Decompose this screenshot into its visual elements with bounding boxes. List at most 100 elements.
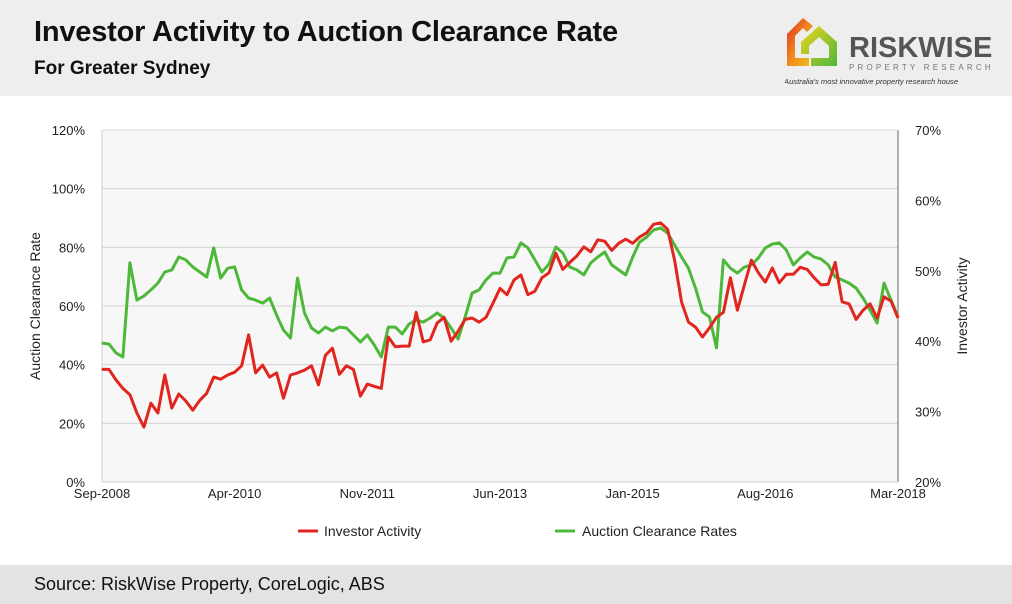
x-tick-label: Sep-2008	[74, 486, 130, 501]
data-point	[632, 256, 634, 258]
data-point	[206, 392, 208, 394]
data-point	[422, 321, 424, 323]
data-point	[757, 272, 760, 274]
data-point	[604, 251, 606, 253]
data-point	[513, 279, 515, 281]
data-point	[771, 243, 773, 245]
data-point	[729, 277, 732, 279]
data-point	[499, 287, 501, 289]
data-point	[569, 261, 571, 263]
y-left-tick-label: 100%	[52, 182, 86, 197]
data-point	[457, 330, 459, 332]
data-point	[450, 340, 452, 342]
data-point	[701, 336, 704, 338]
data-point	[520, 242, 522, 244]
data-point	[220, 277, 222, 279]
x-tick-label: Jan-2015	[606, 486, 660, 501]
data-point	[694, 326, 697, 328]
data-point	[359, 341, 361, 343]
data-point	[792, 264, 794, 266]
legend-label-investor-activity: Investor Activity	[324, 523, 421, 539]
data-point	[150, 402, 152, 404]
data-point	[541, 271, 543, 273]
data-point	[583, 274, 585, 276]
data-point	[352, 368, 354, 370]
data-point	[674, 259, 676, 261]
data-point	[443, 316, 445, 318]
data-point	[289, 374, 292, 376]
data-point	[185, 400, 187, 402]
data-point	[639, 236, 641, 238]
data-point	[611, 249, 613, 251]
data-point	[464, 318, 466, 320]
data-point	[178, 256, 180, 258]
data-point	[115, 379, 117, 381]
data-point	[422, 341, 424, 343]
data-point	[806, 251, 808, 253]
data-point	[701, 311, 704, 313]
data-point	[241, 365, 243, 367]
data-point	[625, 238, 627, 240]
y-right-tick-label: 30%	[915, 405, 941, 420]
data-point	[164, 374, 166, 376]
y-right-tick-label: 60%	[915, 193, 941, 208]
y-left-tick-label: 40%	[59, 358, 85, 373]
data-point	[799, 266, 801, 268]
data-point	[157, 282, 159, 284]
data-point	[108, 368, 110, 370]
data-point	[241, 289, 243, 291]
data-point	[178, 393, 180, 395]
data-point	[667, 228, 669, 230]
data-point	[450, 327, 452, 329]
data-point	[792, 273, 794, 275]
data-point	[639, 241, 641, 243]
data-point	[785, 273, 787, 275]
data-point	[653, 223, 655, 225]
data-point	[164, 271, 166, 273]
x-tick-label: Mar-2018	[870, 486, 926, 501]
y-right-tick-label: 40%	[915, 334, 941, 349]
source-note: Source: RiskWise Property, CoreLogic, AB…	[34, 574, 385, 594]
data-point	[855, 318, 857, 320]
data-point	[373, 385, 375, 387]
y-right-tick-label: 20%	[915, 475, 941, 490]
data-point	[597, 239, 599, 241]
data-point	[876, 322, 878, 324]
data-point	[345, 327, 347, 329]
data-point	[813, 277, 815, 279]
data-point	[715, 316, 718, 318]
data-point	[269, 297, 271, 299]
data-point	[234, 266, 236, 268]
data-point	[310, 365, 313, 367]
data-point	[799, 257, 801, 259]
y-left-tick-label: 60%	[59, 299, 85, 314]
data-point	[597, 256, 599, 258]
data-point	[841, 279, 843, 281]
data-point	[562, 252, 564, 254]
data-point	[827, 264, 829, 266]
data-point	[157, 412, 159, 414]
data-point	[604, 240, 606, 242]
data-point	[192, 266, 194, 268]
data-point	[653, 229, 655, 231]
x-tick-label: Apr-2010	[208, 486, 261, 501]
y-axis-right-label: Investor Activity	[954, 257, 970, 354]
data-point	[401, 345, 403, 347]
data-point	[674, 244, 676, 246]
data-point	[380, 387, 382, 389]
data-point	[492, 302, 494, 304]
data-point	[255, 299, 257, 301]
data-point	[262, 364, 264, 366]
data-point	[338, 326, 340, 328]
data-point	[269, 376, 271, 378]
x-tick-label: Aug-2016	[737, 486, 793, 501]
data-point	[646, 236, 648, 238]
data-point	[394, 326, 396, 328]
data-point	[276, 372, 278, 374]
data-point	[778, 282, 780, 284]
data-point	[506, 294, 508, 296]
data-point	[576, 269, 578, 271]
data-point	[646, 232, 648, 234]
data-point	[129, 262, 131, 264]
